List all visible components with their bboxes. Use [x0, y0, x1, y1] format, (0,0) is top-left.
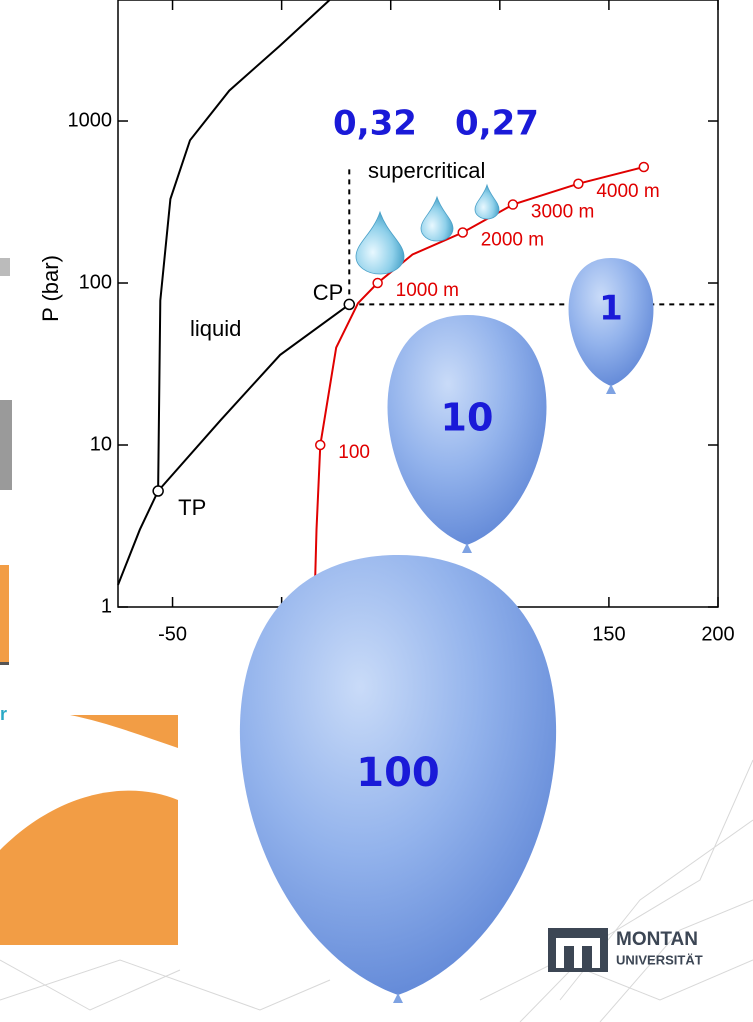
depth-marker [639, 163, 648, 172]
curve [118, 491, 158, 585]
side-text: r [0, 704, 7, 724]
volume-label: 100 [356, 750, 440, 796]
volume-label: 10 [441, 396, 494, 440]
logo: MONTAN UNIVERSITÄT [548, 928, 703, 972]
droplet [421, 197, 453, 241]
logo-line: UNIVERSITÄT [616, 952, 703, 967]
y-tick-label: 1000 [68, 109, 113, 131]
point-marker [344, 299, 354, 309]
depth-marker [316, 441, 325, 450]
y-tick-label: 100 [79, 271, 112, 293]
logo-line: MONTAN [616, 929, 698, 950]
slide: r 1101001000-50050100150200P (bar)100100… [0, 0, 753, 1022]
balloon-knot [393, 993, 403, 1003]
depth-label: 100 [338, 442, 370, 463]
depth-label: 1000 m [396, 280, 459, 301]
chart: r 1101001000-50050100150200P (bar)100100… [0, 0, 753, 1022]
x-tick-label: -50 [158, 623, 187, 645]
depth-marker [574, 179, 583, 188]
region-label: liquid [190, 316, 241, 341]
x-tick-label: 200 [701, 623, 734, 645]
x-tick-label: 150 [592, 623, 625, 645]
curve [158, 0, 330, 491]
density-label: 0,32 [333, 104, 417, 144]
point-label: CP [313, 280, 344, 305]
balloon-knot [462, 543, 472, 553]
depth-marker [508, 200, 517, 209]
point-label: TP [178, 495, 206, 520]
y-tick-label: 10 [90, 433, 112, 455]
volume-label: 1 [599, 289, 623, 329]
droplet [356, 212, 404, 274]
region-label: supercritical [368, 158, 485, 183]
depth-label: 2000 m [481, 230, 544, 251]
side-fragments [0, 258, 178, 945]
balloon-knot [606, 384, 616, 394]
droplet [475, 185, 499, 219]
depth-marker [373, 279, 382, 288]
point-marker [153, 486, 163, 496]
y-axis-label: P (bar) [38, 255, 63, 322]
y-tick-label: 1 [101, 595, 112, 617]
density-label: 0,27 [455, 104, 539, 144]
depth-marker [458, 228, 467, 237]
depth-label: 3000 m [531, 202, 594, 223]
curve [158, 304, 349, 491]
depth-label: 4000 m [596, 181, 659, 202]
